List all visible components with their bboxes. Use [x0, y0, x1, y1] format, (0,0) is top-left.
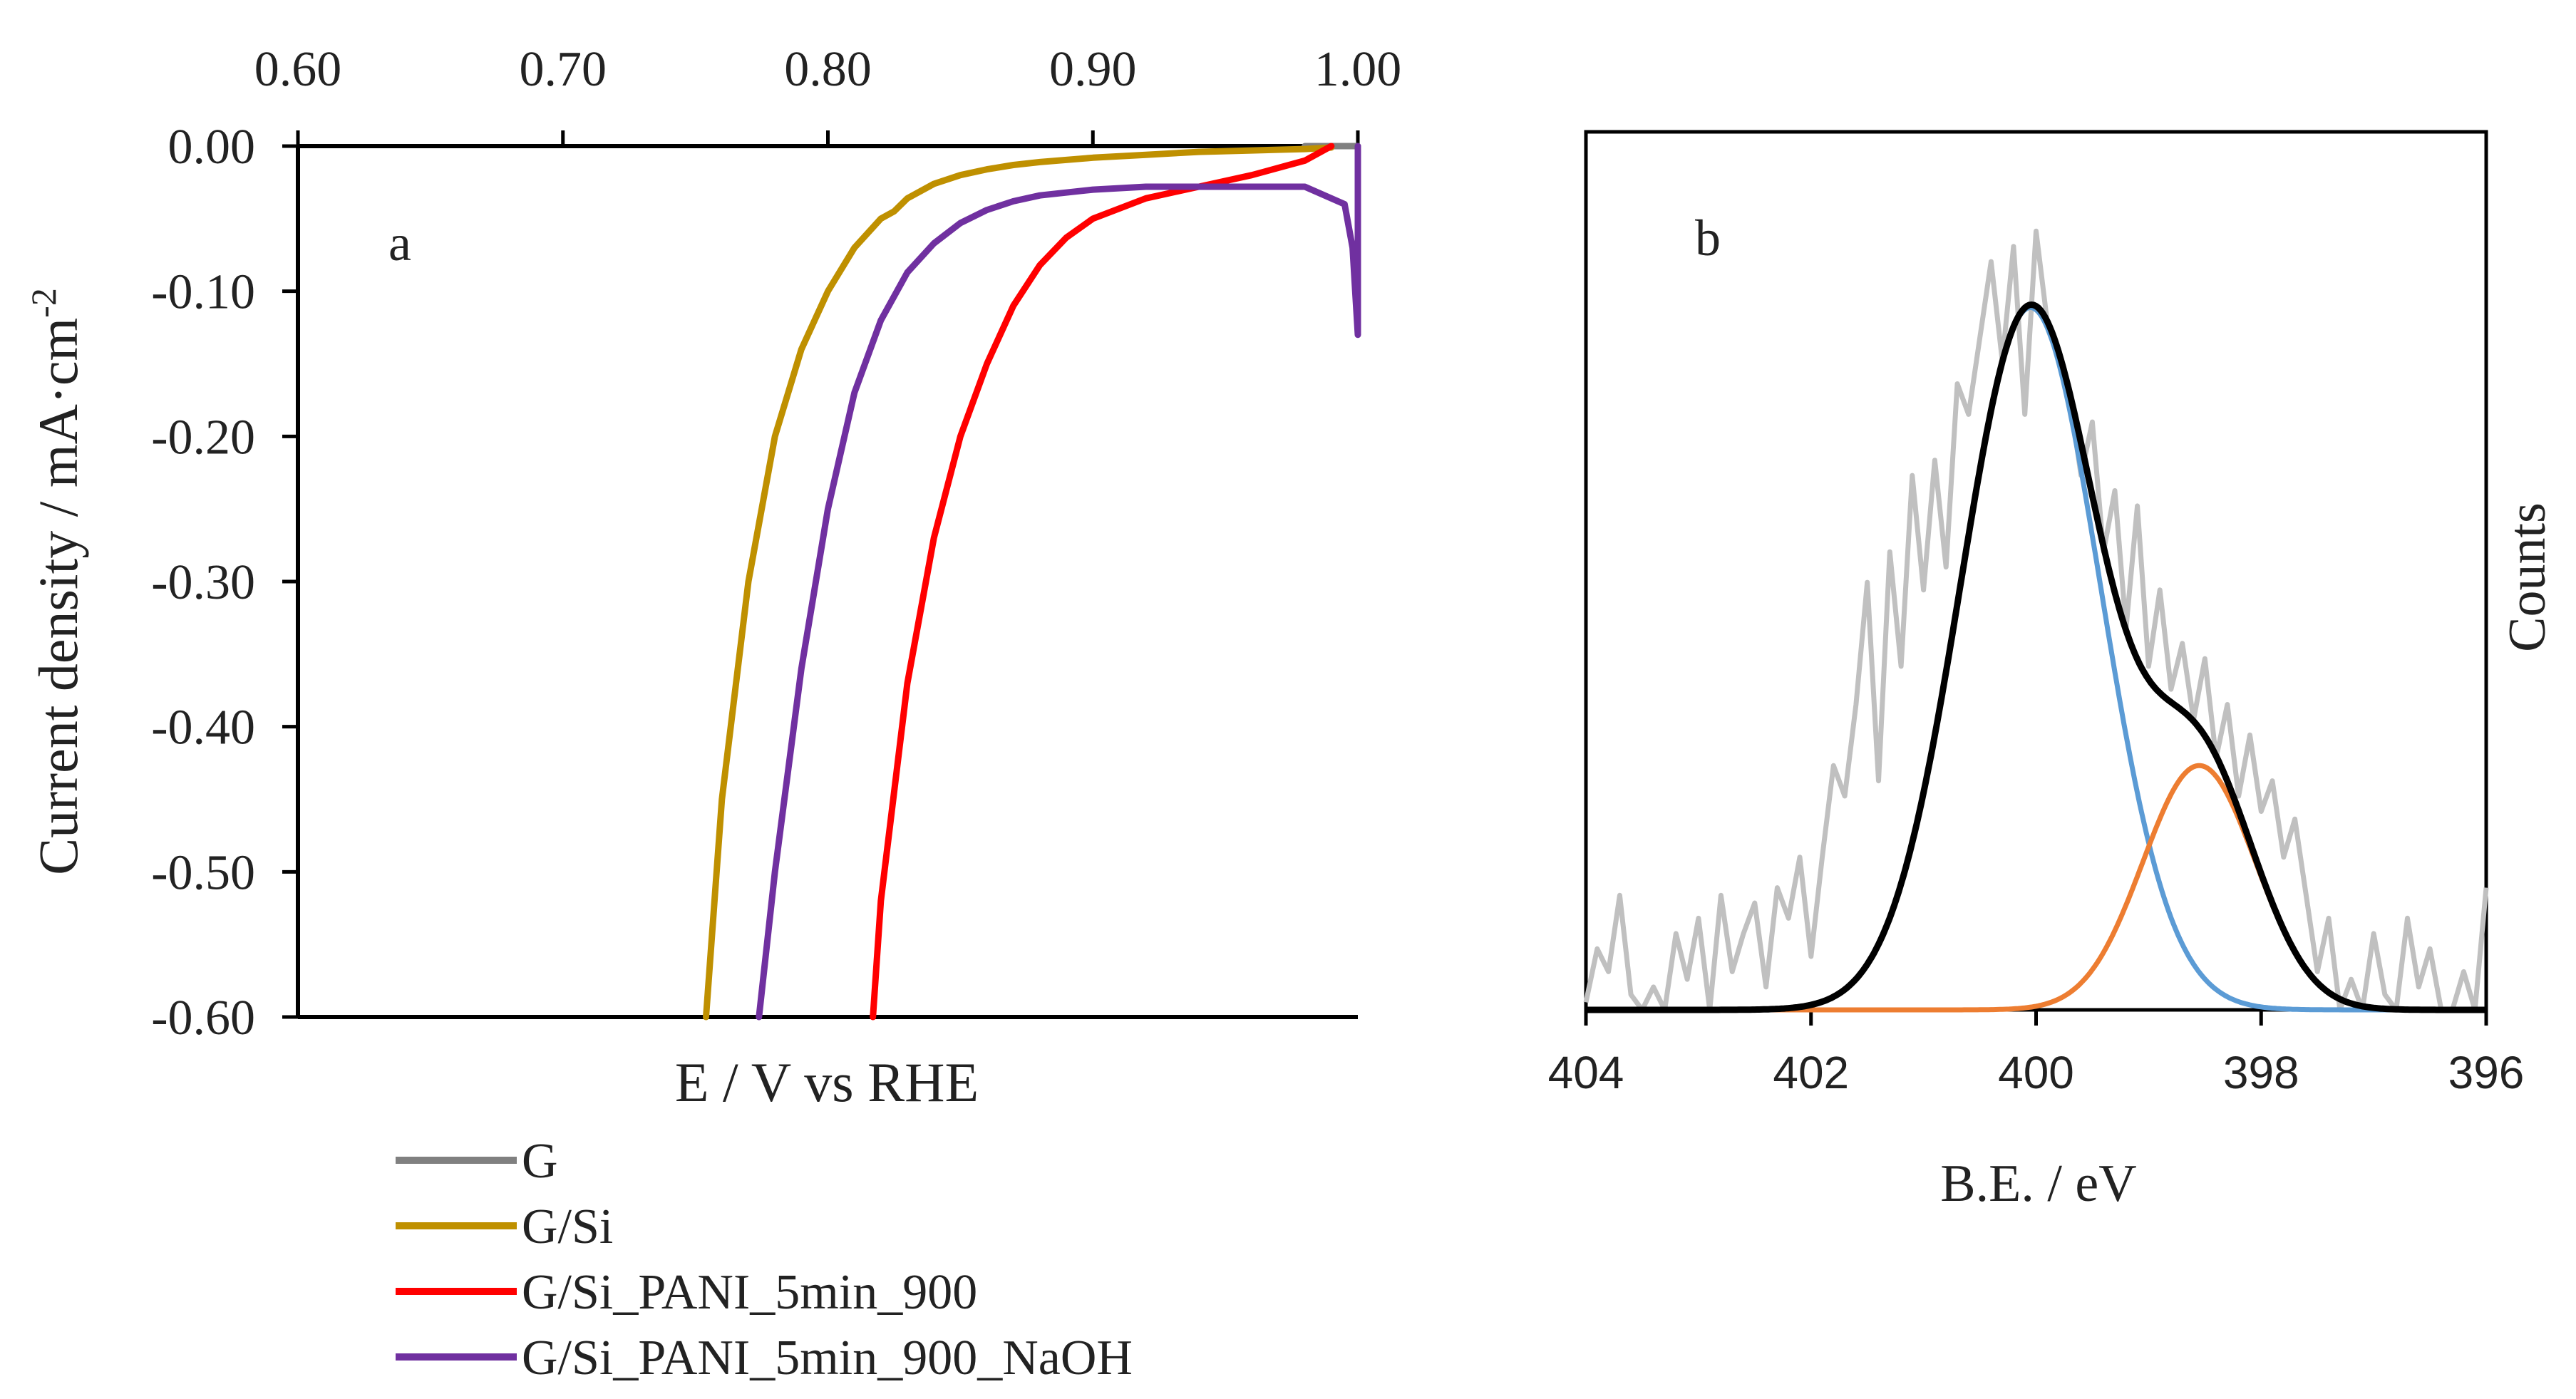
chart-a-legend-label: G/Si — [522, 1199, 613, 1254]
chart-a-y-tick-label: -0.60 — [151, 991, 255, 1046]
chart-a-series-g-si — [703, 144, 1335, 1021]
chart-a-series-g-si-pani-5min-900 — [870, 143, 1335, 1021]
chart-a-series-g-si-pani-5min-900-naoh — [756, 143, 1361, 1021]
chart-a-x-tick-label: 1.00 — [1314, 42, 1402, 97]
chart-a-y-tick-label: -0.10 — [151, 265, 255, 320]
chart-a-x-tick-label: 0.70 — [520, 42, 607, 97]
chart-b-series-raw-data — [1583, 228, 2489, 1013]
chart-b-x-axis-label: B.E. / eV — [1940, 1155, 2136, 1213]
chart-b-x-tick-label: 402 — [1773, 1047, 1849, 1098]
chart-b-x-tick-label: 398 — [2223, 1047, 2299, 1098]
chart-b-series-envelope — [1586, 301, 2486, 1013]
chart-a-y-tick-label: -0.30 — [151, 555, 255, 610]
chart-a-panel-letter: a — [388, 215, 411, 272]
chart-a-y-axis-label-superscript: -2 — [24, 288, 63, 318]
chart-a-y-tick-label: -0.50 — [151, 845, 255, 900]
chart-a-legend: G G/Si G/Si_PANI_5min_900 G/Si_PANI_5min_90… — [396, 1134, 1133, 1385]
chart-b-x-tick-label: 396 — [2448, 1047, 2525, 1098]
chart-a-x-tick-label: 0.80 — [784, 42, 872, 97]
chart-a-legend-label: G — [522, 1134, 558, 1189]
chart-a-legend-label: G/Si_PANI_5min_900 — [522, 1265, 977, 1320]
chart-b-x-tick-label: 400 — [1998, 1047, 2074, 1098]
chart-a-y-axis-label-main: Current density / mA·cm — [27, 318, 89, 875]
chart-b-x-tick-label: 404 — [1548, 1047, 1624, 1098]
chart-a-x-tick-label: 0.60 — [254, 42, 342, 97]
chart-b: 404 402 400 398 396 b B.E. / eV Counts — [1548, 130, 2557, 1213]
chart-a: 0.60 0.70 0.80 0.90 1.00 0.00 -0.10 -0.20 -0.30… — [24, 42, 1401, 1385]
chart-a-y-tick-label: -0.40 — [151, 701, 255, 755]
chart-b-y-axis-label: Counts — [2498, 502, 2557, 652]
chart-b-panel-letter: b — [1695, 210, 1721, 267]
chart-a-y-axis-label: Current density / mA·cm-2 — [24, 288, 89, 875]
chart-a-y-tick-label: 0.00 — [168, 120, 256, 175]
chart-a-legend-label: G/Si_PANI_5min_900_NaOH — [522, 1331, 1133, 1385]
chart-a-x-axis-label: E / V vs RHE — [675, 1051, 979, 1113]
chart-a-x-tick-label: 0.90 — [1049, 42, 1137, 97]
chart-a-y-tick-label: -0.20 — [151, 410, 255, 465]
